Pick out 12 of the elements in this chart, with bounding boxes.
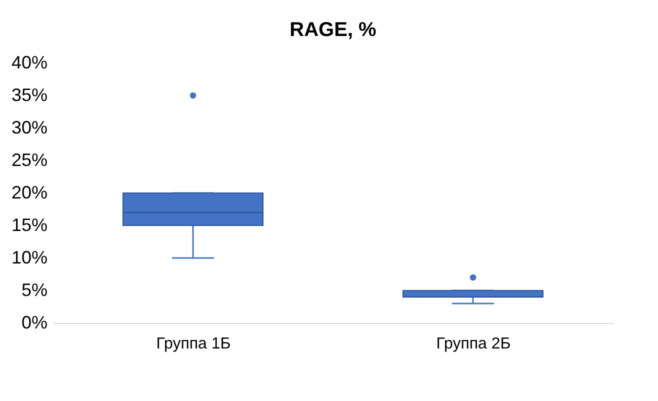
y-tick-label: 0% [21, 312, 48, 332]
y-tick-label: 25% [11, 150, 48, 170]
y-tick-label: 30% [11, 118, 48, 138]
x-tick-label: Группа 2Б [436, 336, 511, 352]
y-tick-label: 5% [21, 280, 48, 300]
x-tick-label: Группа 1Б [156, 336, 231, 352]
y-tick-label: 35% [11, 85, 48, 105]
chart-title: RAGE, % [290, 19, 377, 41]
y-tick-label: 20% [11, 182, 48, 202]
y-tick-label: 40% [11, 52, 48, 72]
y-tick-label: 10% [11, 248, 48, 268]
y-tick-label: 15% [11, 215, 48, 235]
